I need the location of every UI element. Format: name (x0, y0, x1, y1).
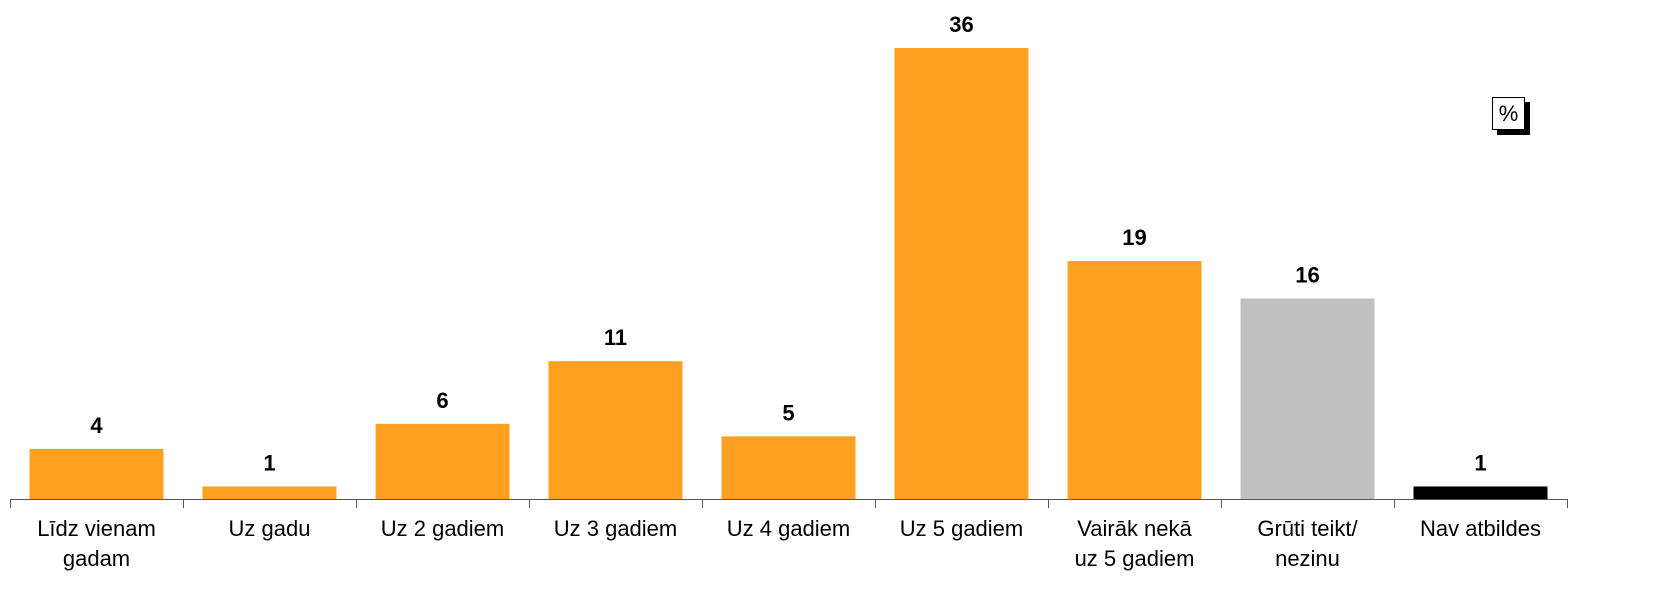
value-label: 36 (949, 12, 973, 37)
x-tick-label: Uz 3 gadiem (553, 516, 678, 541)
x-tick-label: Uz 4 gadiem (726, 516, 851, 541)
bar (375, 423, 510, 499)
value-label: 19 (1122, 225, 1146, 250)
x-tick-label: Uz 2 gadiem (380, 516, 505, 541)
value-label: 11 (604, 325, 627, 350)
bar (1240, 298, 1375, 499)
bar (29, 448, 164, 499)
bar (894, 48, 1029, 499)
bar (548, 361, 683, 499)
value-label: 1 (1474, 450, 1486, 475)
x-tick-label: Nav atbildes (1419, 516, 1542, 541)
value-label: 5 (782, 400, 794, 425)
value-label: 1 (263, 450, 275, 475)
x-tick-label: Vairāk nekā uz 5 gadiem (1074, 516, 1195, 571)
value-label: 16 (1295, 263, 1319, 288)
x-tick-label: Uz 5 gadiem (899, 516, 1024, 541)
x-tick-label: Līdz vienam gadam (37, 516, 156, 571)
bar (721, 436, 856, 499)
bar (1413, 486, 1548, 499)
bar (1067, 260, 1202, 499)
x-tick-label: Uz gadu (228, 516, 311, 541)
value-label: 4 (90, 413, 103, 438)
x-tick-label: Grūti teikt/ nezinu (1257, 516, 1358, 571)
bar (202, 486, 337, 499)
unit-label: % (1492, 97, 1525, 130)
value-label: 6 (436, 388, 448, 413)
